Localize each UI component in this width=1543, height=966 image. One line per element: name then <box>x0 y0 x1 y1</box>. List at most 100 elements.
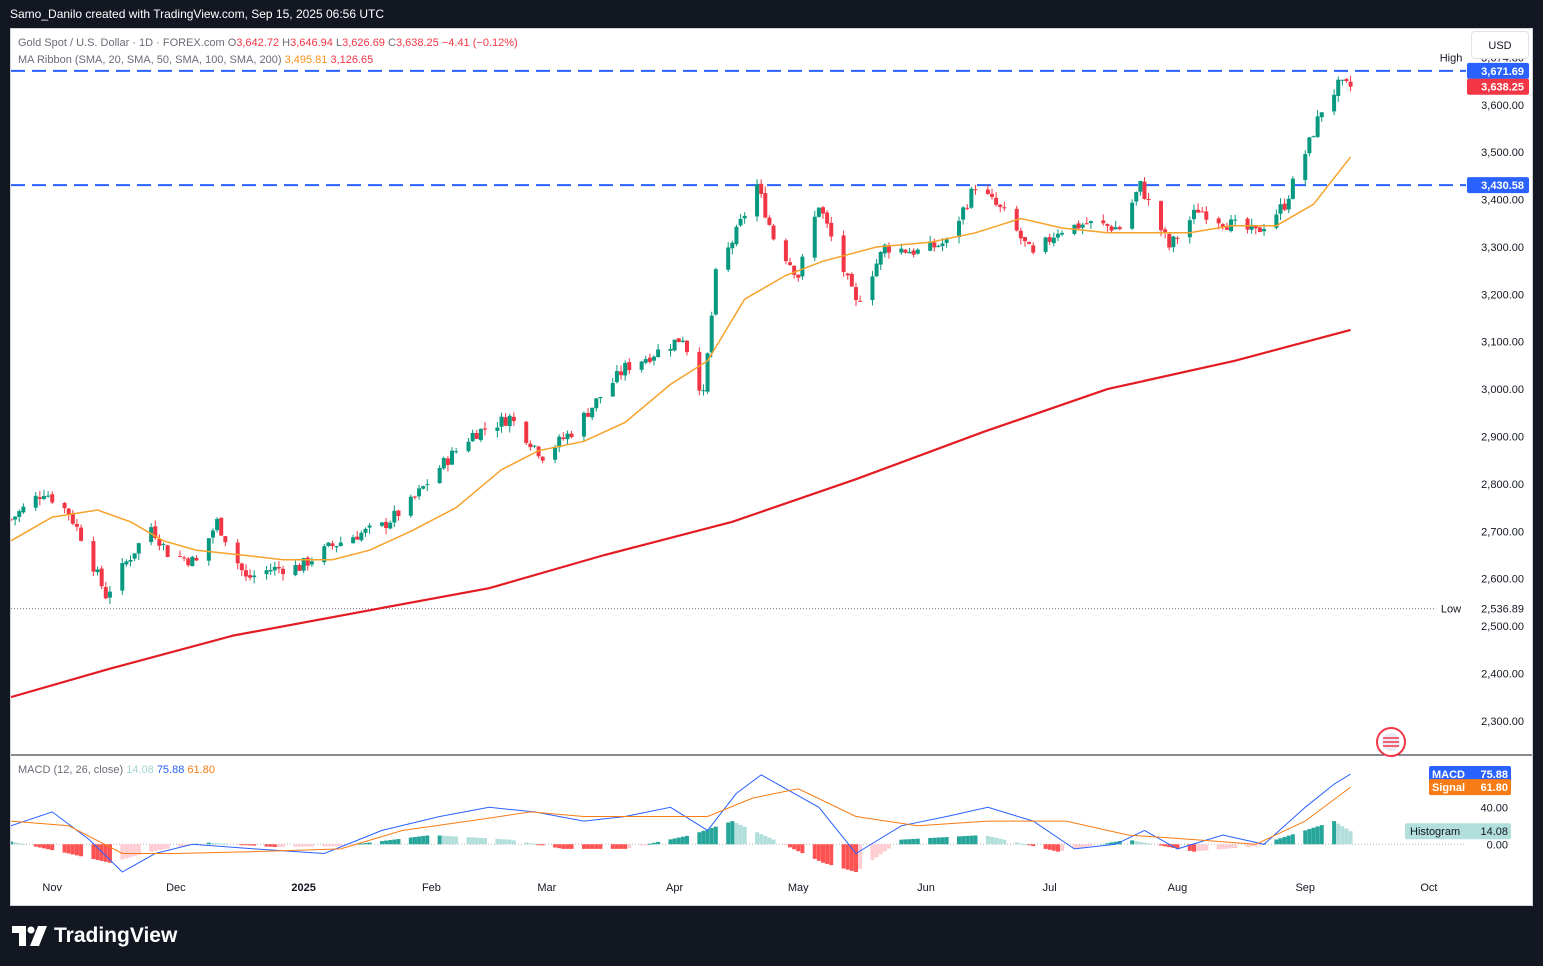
macd-histogram-bar <box>177 844 182 847</box>
price-axis-tick-label: 2,300.00 <box>1481 716 1524 728</box>
candle-body <box>74 523 79 527</box>
macd-histogram-bar <box>1022 844 1027 846</box>
candle-body <box>1175 237 1180 239</box>
candle-body <box>128 559 133 562</box>
macd-histogram-bar <box>820 844 825 863</box>
candle-body <box>21 506 26 513</box>
macd-histogram-bar <box>656 841 661 845</box>
macd-histogram-bar <box>899 839 904 845</box>
macd-histogram-bar <box>845 844 850 870</box>
candle-body <box>639 361 644 370</box>
candle-body <box>483 428 488 430</box>
candle-body <box>553 447 558 460</box>
macd-histogram-bar <box>1216 844 1221 850</box>
chart-frame[interactable]: 2,300.00 2,400.00 2,500.00 2,600.00 2,700.00… <box>10 28 1533 906</box>
candle-body <box>643 359 648 363</box>
price-chart-svg[interactable]: 2,300.00 2,400.00 2,500.00 2,600.00 2,700.00… <box>11 29 1533 906</box>
candle-body <box>243 570 248 577</box>
candle-body <box>1220 224 1225 227</box>
candle-body <box>1278 204 1283 214</box>
candle-body <box>800 256 805 277</box>
candle-body <box>326 542 331 547</box>
macd-histogram-bar <box>792 844 797 850</box>
macd-histogram-bar <box>91 844 96 860</box>
signal-line <box>11 786 1351 854</box>
macd-histogram-bar <box>330 844 335 847</box>
candle-body <box>656 349 661 358</box>
macd-histogram-bar <box>153 844 158 851</box>
candle-body <box>668 348 673 351</box>
macd-histogram-bar <box>454 836 459 845</box>
macd-histogram-bar <box>417 836 422 845</box>
candle-body <box>614 371 619 383</box>
macd-histogram-bar <box>219 843 224 845</box>
macd-histogram-bar <box>495 838 500 845</box>
macd-histogram-bar <box>684 835 689 845</box>
macd-histogram-bar <box>763 835 768 845</box>
candle-body <box>441 458 446 469</box>
candle-body <box>742 215 747 219</box>
histogram-value-tag <box>1405 823 1511 840</box>
candle-body <box>412 496 417 498</box>
macd-histogram-bar <box>800 844 805 854</box>
candle-body <box>454 451 459 453</box>
macd-histogram-bar <box>816 844 821 861</box>
candle-body <box>973 189 978 191</box>
candle-body <box>103 586 108 599</box>
candle-body <box>62 502 67 509</box>
candle-body <box>1348 81 1353 87</box>
candle-body <box>1191 209 1196 220</box>
candle-body <box>276 566 281 569</box>
candle-body <box>944 238 949 243</box>
sma20-line <box>11 156 1352 561</box>
macd-histogram-bar <box>598 844 603 849</box>
ma-ribbon-label[interactable]: MA Ribbon (SMA, 20, SMA, 50, SMA, 100, S… <box>18 54 282 66</box>
macd-histogram-bar <box>326 844 331 847</box>
chart-header: Samo_Danilo created with TradingView.com… <box>0 0 1543 28</box>
macd-histogram-bar <box>215 843 220 845</box>
candle-body <box>680 340 685 342</box>
macd-histogram-bar <box>928 838 933 845</box>
candle-body <box>940 243 945 247</box>
macd-histogram-bar <box>421 836 426 845</box>
macd-histogram-bar <box>206 842 211 845</box>
macd-histogram-bar <box>99 844 104 861</box>
candle-body <box>590 407 595 418</box>
candle-body <box>928 241 933 251</box>
time-axis-label: Jul <box>1043 882 1057 894</box>
macd-legend-label[interactable]: MACD (12, 26, close) <box>18 764 124 776</box>
histogram-value-tag-label: Histogram <box>1410 826 1460 838</box>
macd-histogram-bar <box>1282 836 1287 845</box>
candle-body <box>652 356 657 361</box>
macd-histogram-bar <box>450 836 455 845</box>
candle-body <box>1043 237 1048 252</box>
macd-histogram-bar <box>408 837 413 845</box>
symbol-label[interactable]: Gold Spot / U.S. Dollar · 1D · FOREX.com <box>18 37 225 49</box>
candle-body <box>503 417 508 426</box>
candle-body <box>730 242 735 249</box>
candle-body <box>726 247 731 270</box>
candle-body <box>1290 178 1295 199</box>
candle-body <box>1134 191 1139 202</box>
low-marker-label: Low <box>1441 604 1461 616</box>
candle-body <box>421 486 426 489</box>
candle-body <box>235 542 240 564</box>
macd-histogram-bar <box>412 837 417 845</box>
macd-histogram-bar <box>441 835 446 845</box>
candle-body <box>182 557 187 559</box>
candle-body <box>33 495 38 508</box>
macd-histogram-bar <box>1076 844 1081 849</box>
macd-legend-hist: 14.08 <box>126 764 154 776</box>
candle-body <box>957 220 962 238</box>
macd-histogram-bar <box>1027 844 1032 846</box>
macd-histogram-bar <box>738 824 743 845</box>
candle-body <box>989 193 994 197</box>
tradingview-logo[interactable]: TradingView <box>12 922 177 950</box>
candle-body <box>1224 227 1229 230</box>
price-axis-tick-label: 3,200.00 <box>1481 289 1524 301</box>
macd-histogram-bar <box>1311 827 1316 845</box>
currency-button[interactable]: USD <box>1471 31 1529 59</box>
macd-histogram-bar <box>396 839 401 845</box>
candle-body <box>309 561 314 565</box>
candle-body <box>965 207 970 209</box>
